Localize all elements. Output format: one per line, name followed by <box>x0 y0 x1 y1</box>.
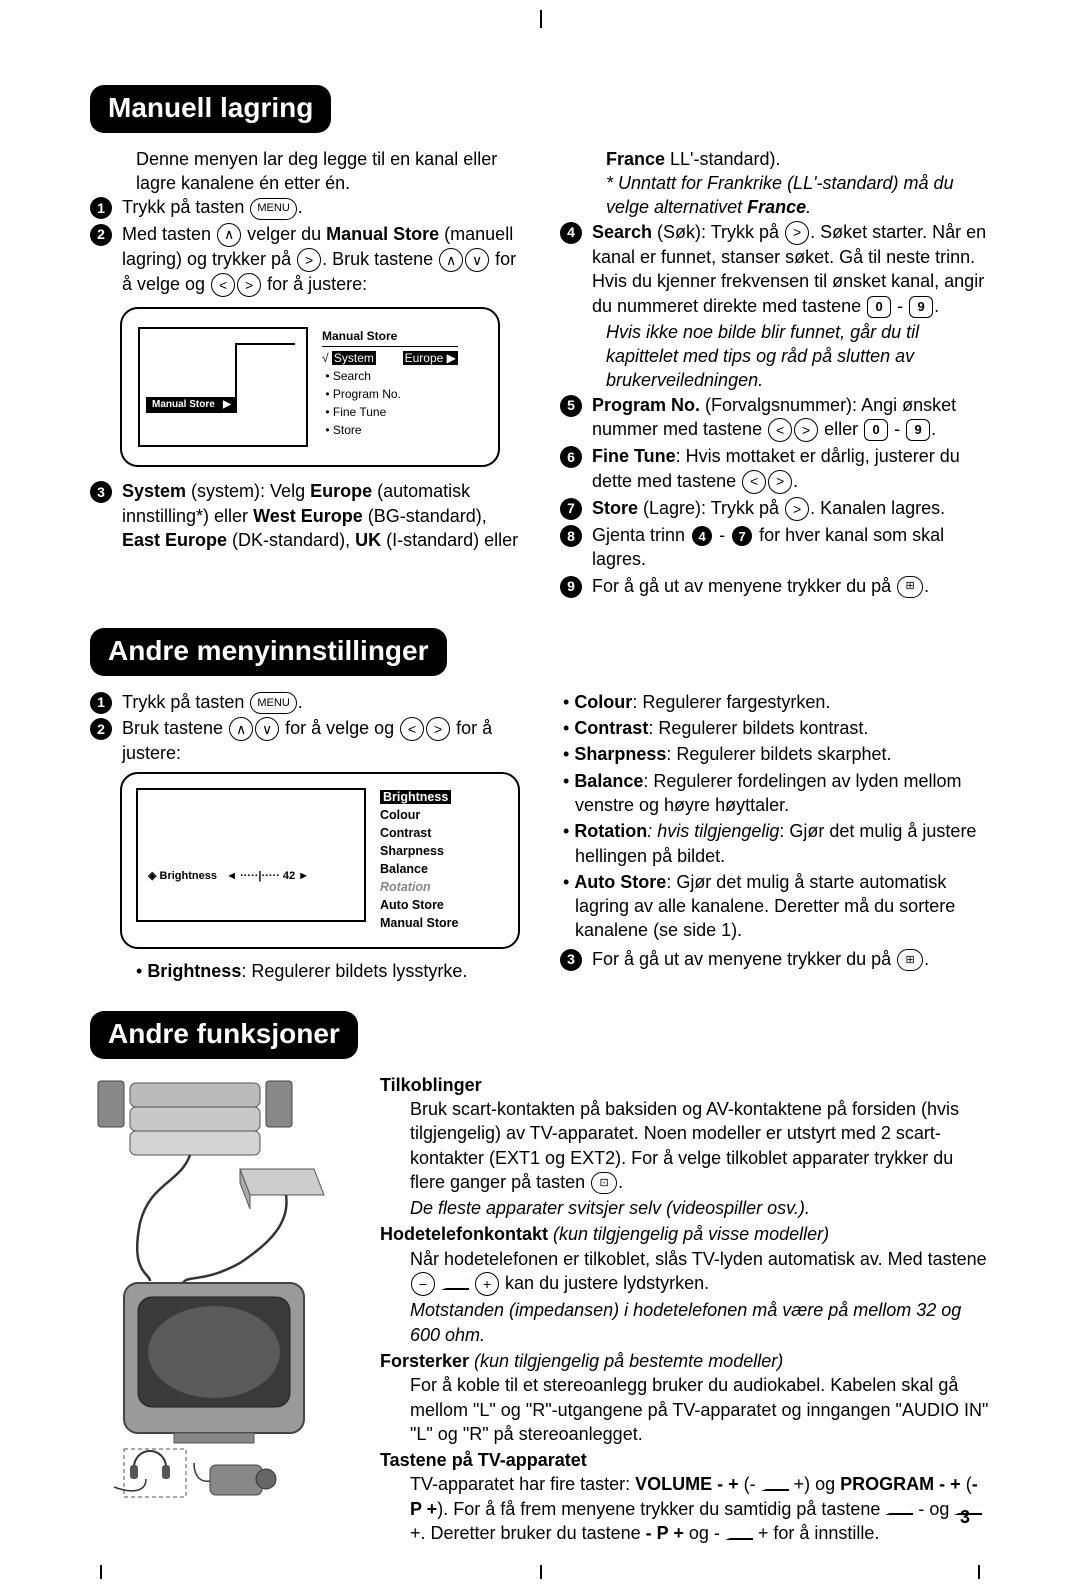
down-key: ∨ <box>255 717 279 741</box>
s3-tastene-head: Tastene på TV-apparatet <box>380 1448 990 1472</box>
minus-key: − <box>411 1272 435 1296</box>
s3-hode-note2: Motstanden (impedansen) i hodetelefonen … <box>380 1298 990 1347</box>
s3-tilkoblinger-head: Tilkoblinger <box>380 1073 990 1097</box>
source-key: ⊡ <box>591 1172 617 1194</box>
step-6-badge: 6 <box>560 446 582 468</box>
right-key: > <box>785 497 809 521</box>
s2-sharpness: Sharpness: Regulerer bildets skarphet. <box>560 742 990 766</box>
s2-balance: Balance: Regulerer fordelingen av lyden … <box>560 769 990 818</box>
s2-autostore: Auto Store: Gjør det mulig å starte auto… <box>560 870 990 943</box>
right-key: > <box>297 248 321 272</box>
num-0-key: 0 <box>867 296 891 318</box>
step-1-badge: 1 <box>90 197 112 219</box>
s2-step1: Trykk på tasten MENU. <box>122 690 303 714</box>
right-key: > <box>785 221 809 245</box>
s2-contrast: Contrast: Regulerer bildets kontrast. <box>560 716 990 740</box>
step-3-badge: 3 <box>90 481 112 503</box>
s3-tilkoblinger-body: Bruk scart-kontakten på baksiden og AV-k… <box>380 1097 990 1194</box>
menu-key: MENU <box>250 198 296 220</box>
right-key: > <box>237 273 261 297</box>
s1-step4: Search (Søk): Trykk på >. Søket starter.… <box>592 220 990 318</box>
menu-diagram-2: ◈ Brightness ◄ ·····|····· 42 ► Brightne… <box>120 772 520 949</box>
section-andre-menyinnstillinger: Andre menyinnstillinger 1 Trykk på taste… <box>90 628 990 983</box>
heading-manuell-lagring: Manuell lagring <box>90 85 331 133</box>
s3-tastene-body: TV-apparatet har fire taster: VOLUME - +… <box>380 1472 990 1545</box>
page-number: 3 <box>960 1505 970 1529</box>
up-key: ∧ <box>217 223 241 247</box>
plus-key: + <box>475 1272 499 1296</box>
step-2-badge: 2 <box>90 224 112 246</box>
s1-france: France LL'-standard). <box>560 147 990 171</box>
step-5-badge: 5 <box>560 395 582 417</box>
step-2-badge-s2: 2 <box>90 718 112 740</box>
right-key: > <box>768 470 792 494</box>
s1-step9: For å gå ut av menyene trykker du på ⊞. <box>592 574 929 598</box>
s3-forsterker-body: For å koble til et stereoanlegg bruker d… <box>380 1373 990 1446</box>
s1-france-note: * Unntatt for Frankrike (LL'-standard) m… <box>560 171 990 220</box>
volume-icon <box>761 1480 789 1491</box>
heading-andre-funksjoner: Andre funksjoner <box>90 1011 358 1059</box>
left-key: < <box>768 418 792 442</box>
menu-diagram-1: Manual Store ▶ Manual Store √ System Eur… <box>120 307 500 467</box>
right-key: > <box>794 418 818 442</box>
s2-rotation: Rotation: hvis tilgjengelig: Gjør det mu… <box>560 819 990 868</box>
up-key: ∧ <box>229 717 253 741</box>
step-7-badge: 7 <box>560 498 582 520</box>
num-0-key: 0 <box>864 419 888 441</box>
left-key: < <box>400 717 424 741</box>
up-key: ∧ <box>439 248 463 272</box>
num-9-key: 9 <box>909 296 933 318</box>
step-1-badge-s2: 1 <box>90 692 112 714</box>
s3-hode-head: Hodetelefonkontakt (kun tilgjengelig på … <box>380 1222 990 1246</box>
right-key: > <box>426 717 450 741</box>
s3-forsterker-head: Forsterker (kun tilgjengelig på bestemte… <box>380 1349 990 1373</box>
s2-step2: Bruk tastene ∧∨ for å velge og <> for å … <box>122 716 520 766</box>
left-key: < <box>211 273 235 297</box>
s3-tilkoblinger-note: De fleste apparater svitsjer selv (video… <box>380 1196 990 1220</box>
num-9-key: 9 <box>906 419 930 441</box>
s1-step4-note: Hvis ikke noe bilde blir funnet, går du … <box>560 320 990 393</box>
section-andre-funksjoner: Andre funksjoner <box>90 1011 990 1547</box>
connections-diagram <box>90 1073 354 1548</box>
s1-step1: Trykk på tasten MENU. <box>122 195 303 219</box>
s2-colour: Colour: Regulerer fargestyrken. <box>560 690 990 714</box>
s1-step7: Store (Lagre): Trykk på >. Kanalen lagre… <box>592 496 945 521</box>
exit-key: ⊞ <box>897 949 923 971</box>
down-key: ∨ <box>465 248 489 272</box>
menu-key: MENU <box>250 692 296 714</box>
step-3-badge-s2: 3 <box>560 949 582 971</box>
volume-icon <box>725 1529 753 1540</box>
step-9-badge: 9 <box>560 576 582 598</box>
exit-key: ⊞ <box>897 576 923 598</box>
left-key: < <box>742 470 766 494</box>
s1-intro: Denne menyen lar deg legge til en kanal … <box>90 147 520 196</box>
volume-icon <box>885 1504 913 1515</box>
s1-step6: Fine Tune: Hvis mottaket er dårlig, just… <box>592 444 990 494</box>
heading-andre-menyinnstillinger: Andre menyinnstillinger <box>90 628 447 676</box>
step-4-badge: 4 <box>560 222 582 244</box>
volume-icon <box>441 1279 469 1290</box>
s1-step2: Med tasten ∧ velger du Manual Store (man… <box>122 222 520 298</box>
s1-step5: Program No. (Forvalgsnummer): Angi ønske… <box>592 393 990 443</box>
s2-step3: For å gå ut av menyene trykker du på ⊞. <box>592 947 929 971</box>
s1-step3: System (system): Velg Europe (automatisk… <box>122 479 520 552</box>
s2-brightness: • Brightness: Regulerer bildets lysstyrk… <box>90 959 520 983</box>
section-manuell-lagring: Manuell lagring Denne menyen lar deg leg… <box>90 85 990 600</box>
step-8-badge: 8 <box>560 525 582 547</box>
s1-step8: Gjenta trinn 4 - 7 for hver kanal som sk… <box>592 523 990 572</box>
s3-hode-body: Når hodetelefonen er tilkoblet, slås TV-… <box>380 1247 990 1297</box>
